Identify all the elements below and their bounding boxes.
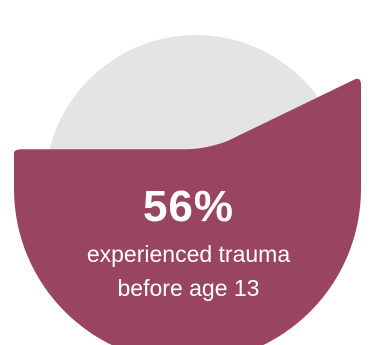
stat-caption-line-2: before age 13 [117, 275, 260, 301]
stat-caption-line-1: experienced trauma [86, 241, 291, 267]
stat-percentage: 56% [142, 182, 235, 231]
pie-slice-highlight [14, 78, 361, 345]
